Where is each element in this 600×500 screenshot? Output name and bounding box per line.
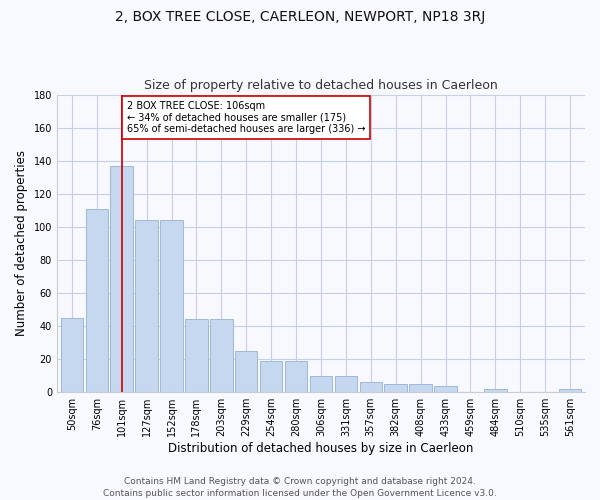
- Bar: [136, 220, 158, 392]
- Title: Size of property relative to detached houses in Caerleon: Size of property relative to detached ho…: [144, 79, 498, 92]
- Bar: [484, 389, 506, 392]
- Bar: [385, 384, 407, 392]
- Bar: [335, 376, 357, 392]
- Bar: [260, 361, 283, 392]
- Bar: [110, 166, 133, 392]
- Bar: [434, 386, 457, 392]
- Bar: [86, 208, 108, 392]
- Bar: [235, 351, 257, 392]
- X-axis label: Distribution of detached houses by size in Caerleon: Distribution of detached houses by size …: [168, 442, 473, 455]
- Text: 2, BOX TREE CLOSE, CAERLEON, NEWPORT, NP18 3RJ: 2, BOX TREE CLOSE, CAERLEON, NEWPORT, NP…: [115, 10, 485, 24]
- Bar: [359, 382, 382, 392]
- Bar: [160, 220, 183, 392]
- Bar: [61, 318, 83, 392]
- Bar: [409, 384, 432, 392]
- Y-axis label: Number of detached properties: Number of detached properties: [15, 150, 28, 336]
- Text: 2 BOX TREE CLOSE: 106sqm
← 34% of detached houses are smaller (175)
65% of semi-: 2 BOX TREE CLOSE: 106sqm ← 34% of detach…: [127, 101, 365, 134]
- Bar: [285, 361, 307, 392]
- Bar: [185, 320, 208, 392]
- Text: Contains HM Land Registry data © Crown copyright and database right 2024.
Contai: Contains HM Land Registry data © Crown c…: [103, 476, 497, 498]
- Bar: [310, 376, 332, 392]
- Bar: [559, 389, 581, 392]
- Bar: [210, 320, 233, 392]
